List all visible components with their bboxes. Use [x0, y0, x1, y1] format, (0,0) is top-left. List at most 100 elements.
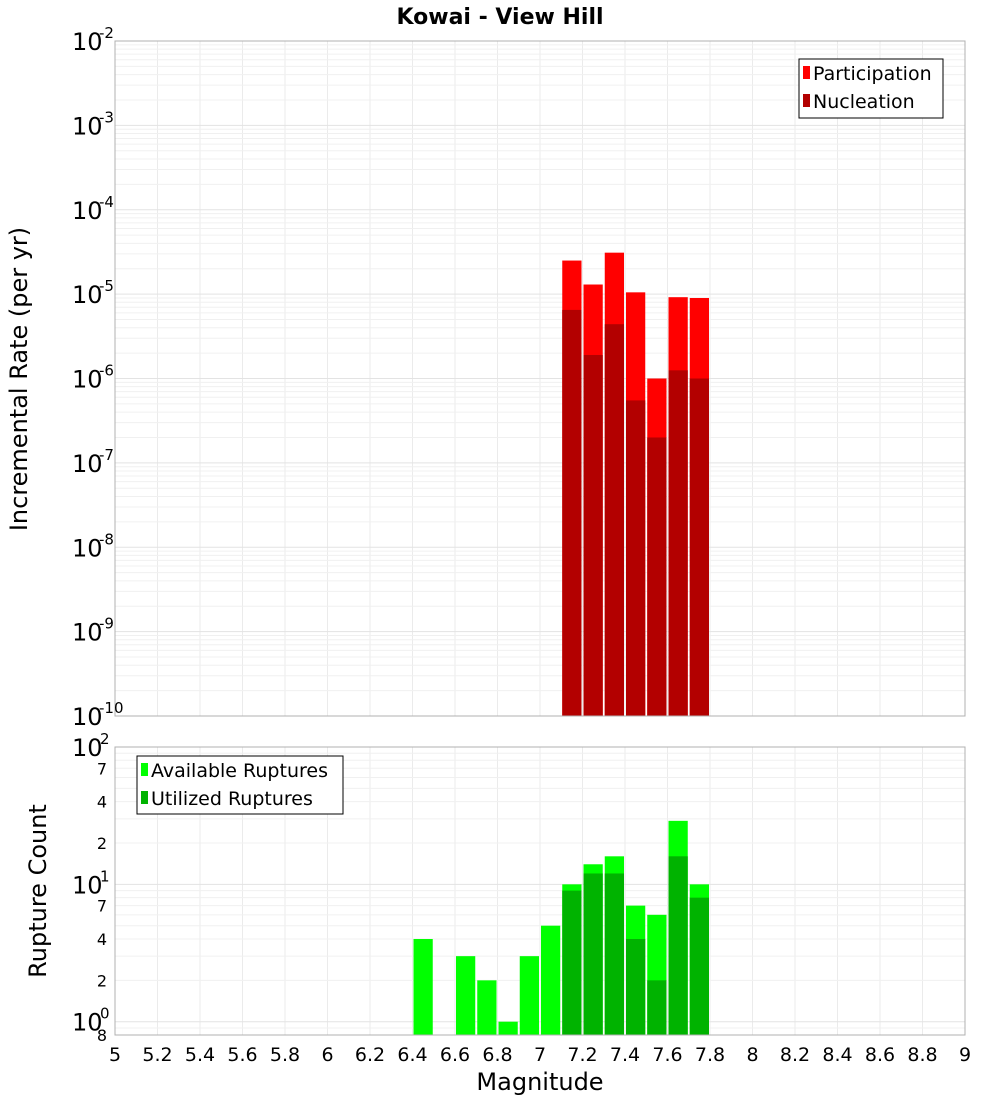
top-bar-secondary [647, 437, 667, 716]
chart-title: Kowai - View Hill [396, 5, 603, 30]
x-tick-label: 6.4 [397, 1044, 427, 1066]
top-y-tick-exponent: -2 [99, 24, 114, 42]
top-y-tick-exponent: -4 [99, 193, 114, 211]
bottom-legend: Available Ruptures Utilized Ruptures [136, 755, 344, 815]
top-bar-secondary [604, 324, 624, 716]
bottom-plot-frame [114, 746, 966, 1036]
top-bar-secondary [668, 370, 688, 716]
bottom-y-tick-base: 10 [72, 734, 103, 762]
bottom-bar-secondary [647, 980, 667, 1035]
top-y-tick: 10-5 [72, 277, 114, 309]
bottom-y-tick-base: 10 [72, 1009, 103, 1037]
bottom-y-tick-minor: 4 [97, 930, 107, 949]
x-tick-label: 8.4 [822, 1044, 852, 1066]
x-tick-label: 6.8 [482, 1044, 512, 1066]
bottom-bar-primary [541, 925, 561, 1035]
bottom-y-tick-exponent: 0 [100, 1005, 110, 1023]
top-y-tick: 10-3 [72, 108, 114, 140]
bottom-y-tick-exponent: 1 [100, 867, 110, 885]
x-tick-label: 6.6 [440, 1044, 470, 1066]
top-y-tick-base: 10 [72, 366, 103, 394]
x-tick-label: 8 [746, 1044, 758, 1066]
bottom-y-tick-major: 101 [72, 867, 110, 899]
bottom-y-tick-minor: 7 [97, 759, 107, 778]
bottom-bar-primary [477, 980, 497, 1035]
top-y-tick-base: 10 [72, 197, 103, 225]
top-y-axis-label: Incremental Rate (per yr) [5, 227, 33, 531]
top-legend-label: Participation [813, 63, 932, 85]
top-bar-secondary [689, 378, 709, 716]
bottom-bar-secondary [689, 897, 709, 1035]
bottom-bar-secondary [562, 890, 582, 1035]
top-legend-swatch [803, 66, 810, 79]
top-y-tick-exponent: -10 [99, 699, 124, 717]
x-tick-label: 9 [959, 1044, 971, 1066]
top-y-tick: 10-2 [72, 24, 114, 56]
x-tick-label: 7 [534, 1044, 546, 1066]
bottom-legend-box [136, 755, 344, 815]
bottom-bars [413, 820, 709, 1035]
bottom-y-tick-base: 10 [72, 871, 103, 899]
top-y-tick: 10-7 [72, 446, 114, 478]
top-y-tick-exponent: -5 [99, 277, 114, 295]
top-y-tick-base: 10 [72, 281, 103, 309]
bottom-y-tick-minor: 8 [97, 1026, 107, 1045]
bottom-bar-primary [413, 939, 433, 1035]
top-y-tick-exponent: -9 [99, 615, 114, 633]
top-legend-swatch [803, 94, 810, 107]
top-y-tick-base: 10 [72, 619, 103, 647]
bottom-legend-label: Available Ruptures [151, 760, 328, 782]
bottom-y-tick-major: 100 [72, 1005, 110, 1037]
top-y-tick-base: 10 [72, 450, 103, 478]
bottom-y-tick-minor: 2 [97, 834, 107, 853]
bottom-bar-primary [498, 1021, 518, 1035]
top-legend-box [798, 58, 944, 119]
top-y-tick-exponent: -6 [99, 362, 114, 380]
top-legend-label: Nucleation [813, 91, 915, 113]
x-ticks: 5 5.2 5.4 5.6 5.8 6 6.2 6.4 6.6 6.8 7 7.2 7.4 7.6 7.8 8… [109, 1044, 971, 1066]
x-tick-label: 5 [109, 1044, 121, 1066]
top-bar-secondary [626, 400, 646, 716]
bottom-y-tick-major: 102 [72, 730, 110, 762]
top-bar-secondary [562, 309, 582, 716]
x-tick-label: 7.2 [567, 1044, 597, 1066]
x-tick-label: 8.6 [865, 1044, 895, 1066]
bottom-bar-primary [456, 956, 476, 1035]
bottom-y-tick-minor: 7 [97, 897, 107, 916]
top-y-tick-exponent: -3 [99, 108, 114, 126]
bottom-bar-secondary [583, 873, 603, 1035]
bottom-legend-swatch [141, 791, 148, 804]
bottom-y-tick-minor: 2 [97, 971, 107, 990]
top-y-tick-base: 10 [72, 28, 103, 56]
top-y-tick-base: 10 [72, 703, 103, 731]
top-y-tick-exponent: -8 [99, 530, 114, 548]
x-tick-label: 8.8 [907, 1044, 937, 1066]
x-tick-label: 6 [321, 1044, 333, 1066]
top-y-tick: 10-4 [72, 193, 114, 225]
x-tick-label: 7.6 [652, 1044, 682, 1066]
bottom-bar-secondary [626, 939, 646, 1035]
x-tick-label: 7.8 [695, 1044, 725, 1066]
x-tick-label: 6.2 [355, 1044, 385, 1066]
top-legend: Participation Nucleation [798, 58, 944, 119]
top-y-ticks: 10-210-310-410-510-610-710-810-910-10 [72, 24, 124, 731]
x-tick-label: 5.8 [270, 1044, 300, 1066]
top-panel: 10-210-310-410-510-610-710-810-910-10 In… [5, 24, 966, 731]
top-y-tick: 10-10 [72, 699, 124, 731]
top-y-tick-base: 10 [72, 534, 103, 562]
bottom-bar-secondary [668, 856, 688, 1035]
bottom-y-tick-exponent: 2 [100, 730, 110, 748]
top-y-tick-exponent: -7 [99, 446, 114, 464]
top-y-tick: 10-9 [72, 615, 114, 647]
bottom-bar-secondary [604, 873, 624, 1035]
top-y-tick-base: 10 [72, 112, 103, 140]
top-plot-frame [114, 40, 966, 717]
x-axis-label: Magnitude [476, 1068, 603, 1096]
x-tick-label: 7.4 [610, 1044, 640, 1066]
top-y-tick: 10-6 [72, 362, 114, 394]
x-tick-label: 5.2 [142, 1044, 172, 1066]
bottom-y-tick-minor: 4 [97, 793, 107, 812]
